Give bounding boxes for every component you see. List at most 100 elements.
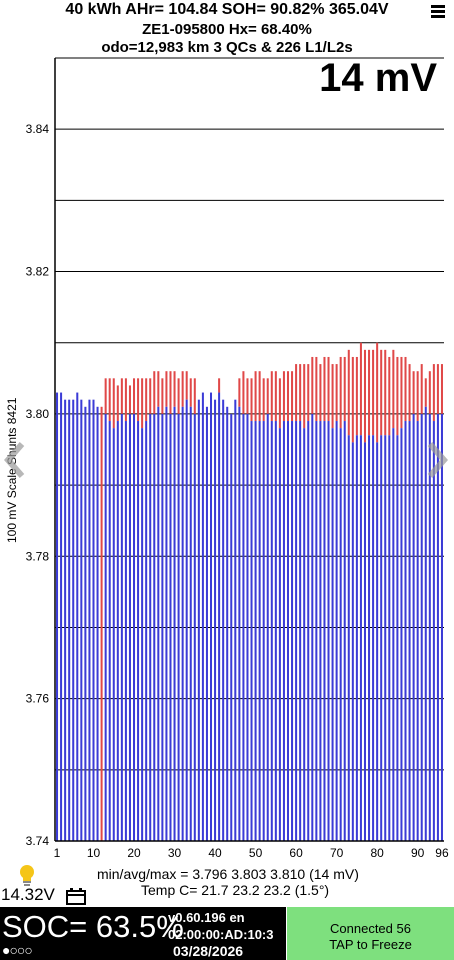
header-pack-summary: 40 kWh AHr= 104.84 SOH= 90.82% 365.04V (65, 1, 389, 18)
cell-bar (133, 413, 136, 841)
cell-bar-max (177, 378, 180, 414)
cell-bar-max (327, 356, 330, 422)
chart-y-tick-labels: 3.74 3.76 3.78 3.80 3.82 3.84 (26, 122, 50, 848)
adapter-mac-address: 02:00:00:AD:10:3 (168, 927, 274, 942)
cell-bar-max (120, 378, 123, 414)
cell-bar (218, 392, 221, 841)
cell-bar (222, 399, 225, 841)
cell-bar (56, 392, 59, 841)
cell-bar-max (347, 349, 350, 436)
cell-bar-max (339, 356, 342, 429)
tap-to-freeze-label: TAP to Freeze (329, 937, 412, 952)
cell-bar-max (420, 364, 423, 414)
header-car-id: ZE1-095800 Hx= 68.40% (142, 21, 312, 38)
connection-status: Connected 56 (330, 921, 411, 936)
cell-bar (291, 421, 294, 841)
cell-bar (214, 399, 217, 841)
cell-bar-max (104, 378, 107, 414)
cell-bar-max (270, 371, 273, 422)
cell-bar (230, 413, 233, 841)
cell-bar-max (307, 364, 310, 422)
cell-bar-max (372, 349, 375, 436)
cell-bar-max (169, 371, 172, 414)
aux-battery-voltage: 14.32V (1, 885, 55, 904)
hamburger-menu-icon[interactable] (431, 5, 445, 20)
x-tick-label: 1 (54, 846, 61, 860)
cell-bar (173, 406, 176, 841)
cell-bar-max (112, 378, 115, 429)
cell-bar-max (299, 364, 302, 422)
cell-bar-max (380, 349, 383, 436)
cell-bar-max (331, 364, 334, 429)
cell-bar (137, 421, 140, 841)
chevron-left-icon[interactable] (2, 440, 28, 480)
cell-bar-max (145, 378, 148, 422)
cell-bar (60, 392, 63, 841)
soc-panel: SOC= 63.5% ●○○○ v0.60.196 en 02:00:00:AD… (0, 907, 286, 960)
min-avg-max-stats: min/avg/max = 3.796 3.803 3.810 (14 mV) (97, 866, 359, 882)
cell-bar-max (161, 378, 164, 414)
x-tick-label: 80 (370, 846, 384, 860)
cell-bar-max (408, 364, 411, 422)
cell-bar (315, 421, 318, 841)
cell-bar (254, 421, 257, 841)
cell-bar (335, 421, 338, 841)
cell-bar-max (396, 356, 399, 436)
cell-bar (299, 421, 302, 841)
lightbulb-icon[interactable] (18, 864, 36, 888)
cell-bar (400, 428, 403, 841)
cell-bar (96, 406, 99, 841)
voltage-spread-label: 14 mV (319, 56, 437, 100)
cell-bar (372, 435, 375, 841)
cell-bar (359, 435, 362, 841)
cell-bar (80, 399, 83, 841)
cell-bar (412, 413, 415, 841)
connection-freeze-button[interactable]: Connected 56 TAP to Freeze (287, 907, 454, 960)
cell-bar (149, 413, 152, 841)
cell-bar-max (384, 349, 387, 436)
app-version: v0.60.196 en (168, 910, 245, 925)
cell-bar (266, 413, 269, 841)
cell-bar (396, 435, 399, 841)
chevron-right-icon[interactable] (424, 440, 450, 480)
cell-voltage-chart: 3.74 3.76 3.78 3.80 3.82 3.84 1 10 20 30 40 50 60 70… (26, 57, 449, 860)
cell-bar (282, 421, 285, 841)
cell-bar (424, 406, 427, 841)
cell-bar-max (108, 378, 111, 422)
cell-bar-max (335, 364, 338, 422)
y-tick-label: 3.82 (26, 265, 50, 279)
cell-bar (262, 421, 265, 841)
cell-bar (197, 399, 200, 841)
cell-bar-max (412, 371, 415, 414)
cell-bar (286, 421, 290, 841)
cell-bar (189, 406, 192, 841)
cell-bar (246, 413, 249, 841)
cell-bar-max (363, 349, 366, 443)
cell-bar (388, 435, 391, 841)
cell-bar (355, 435, 358, 841)
cell-bar (428, 413, 431, 841)
cell-bar (145, 421, 148, 841)
cell-bar (242, 413, 245, 841)
cell-bar (124, 421, 127, 841)
x-tick-label: 60 (289, 846, 303, 860)
cell-bar (92, 399, 95, 841)
current-date: 03/28/2026 (173, 943, 244, 959)
cell-bar (368, 435, 371, 841)
cell-bar-max (315, 356, 318, 422)
cell-bar-max (218, 378, 221, 393)
chart-axes (54, 58, 444, 842)
cell-bar (408, 421, 411, 841)
cell-bar-max (133, 378, 136, 414)
cell-bar (64, 399, 67, 841)
cell-bar (108, 421, 111, 841)
page-indicator-dots[interactable]: ●○○○ (2, 942, 33, 958)
cell-bar-max (359, 342, 362, 436)
cell-bar (88, 399, 91, 841)
cell-bar-max (141, 378, 144, 429)
cell-bar-max (311, 356, 314, 414)
cell-bar-max (266, 378, 269, 414)
cell-bar-max (286, 371, 290, 422)
cell-bar (128, 413, 131, 841)
cell-bar (104, 413, 107, 841)
